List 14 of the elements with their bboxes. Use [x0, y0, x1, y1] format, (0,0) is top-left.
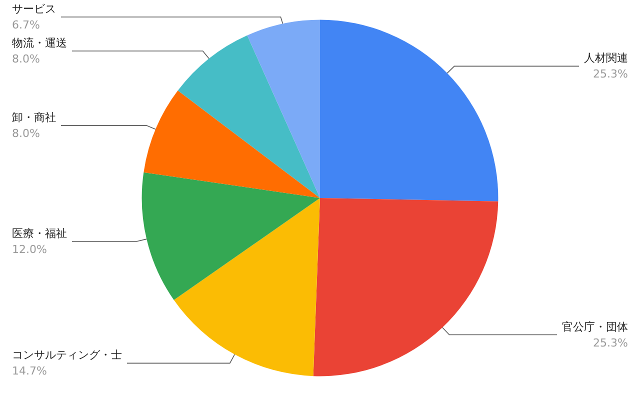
slice-label: コンサルティング・士 [12, 348, 122, 362]
slice-label: 物流・運送 [12, 36, 67, 50]
data-label: 12.0% [12, 242, 47, 256]
data-label: 6.7% [12, 18, 40, 32]
data-label: 8.0% [12, 52, 40, 66]
slice-label: 医療・福祉 [12, 226, 67, 240]
data-label: 25.3% [593, 68, 628, 81]
data-label: 14.7% [12, 364, 47, 378]
slice-label: 卸・商社 [12, 110, 56, 124]
slice-label: 官公庁・団体 [562, 320, 628, 334]
slice-label: 人材関連 [584, 52, 628, 65]
slice-label: サービス [12, 2, 56, 16]
data-label: 8.0% [12, 126, 40, 140]
data-label: 25.3% [593, 336, 628, 350]
